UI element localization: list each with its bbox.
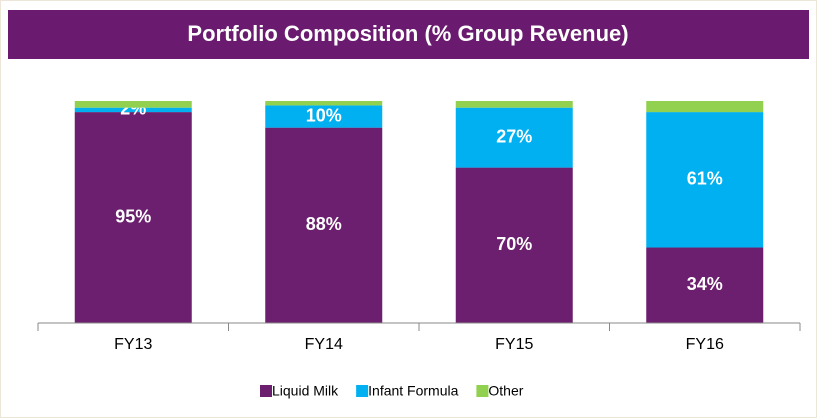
legend-swatch: [260, 385, 272, 397]
x-tick-label: FY14: [305, 336, 343, 353]
data-label: 95%: [115, 206, 151, 226]
bar-segment: [646, 101, 764, 113]
bar-segment: [74, 112, 192, 323]
data-label: 10%: [306, 105, 342, 125]
x-tick-label: FY16: [686, 336, 724, 353]
legend-label: Other: [488, 383, 523, 399]
data-label: 70%: [496, 234, 532, 254]
bar-segment: [74, 107, 192, 113]
header-band: [8, 10, 809, 59]
bar-segment: [265, 101, 383, 106]
legend-swatch: [356, 385, 369, 397]
bar-segment: [265, 105, 383, 128]
x-tick-label: FY13: [114, 336, 152, 353]
legend-swatch: [476, 385, 489, 397]
chart-title: Portfolio Composition (% Group Revenue): [187, 21, 628, 46]
legend-label: Infant Formula: [368, 383, 458, 399]
bar-segment: [265, 127, 383, 323]
legend-label: Liquid Milk: [272, 383, 339, 399]
data-label: 27%: [496, 126, 532, 146]
bar-segment: [646, 112, 764, 248]
x-tick-label: FY15: [495, 336, 533, 353]
bar-segment: [455, 101, 573, 108]
bar-segment: [646, 247, 764, 323]
data-label: 88%: [306, 214, 342, 234]
bar-segment: [455, 107, 573, 168]
data-label: 61%: [687, 169, 723, 189]
data-label: 34%: [687, 274, 723, 294]
bar-segment: [455, 167, 573, 323]
bar-segment: [74, 101, 192, 108]
